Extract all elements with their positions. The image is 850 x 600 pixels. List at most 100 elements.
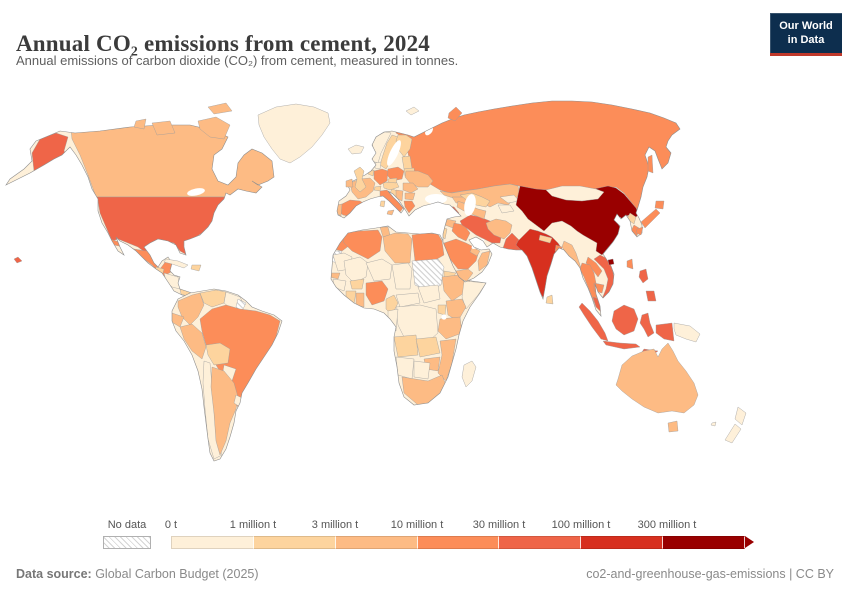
country-tajikistan[interactable] (497, 204, 515, 214)
country-czechia[interactable] (387, 177, 398, 184)
country-sudan[interactable] (411, 258, 445, 292)
country-united-kingdom[interactable] (353, 166, 367, 193)
country-greece[interactable] (403, 200, 416, 214)
country-peru[interactable] (179, 323, 207, 360)
country-victoria-island[interactable] (151, 120, 176, 136)
country-serbia[interactable] (395, 189, 404, 202)
country-sulawesi[interactable] (639, 312, 655, 338)
country-hawaii[interactable] (13, 256, 23, 264)
country-sardinia[interactable] (379, 200, 386, 208)
country-japan-hokkaido[interactable] (654, 200, 665, 210)
country-bulgaria[interactable] (404, 192, 416, 201)
country-cameroon[interactable] (385, 294, 399, 316)
legend-tick-6: 300 million t (637, 519, 697, 531)
country-hainan[interactable] (607, 258, 615, 266)
footer-slug[interactable]: co2-and-greenhouse-gas-emissions | CC BY (586, 567, 834, 581)
country-mozambique[interactable] (437, 338, 457, 382)
country-japan-honshu[interactable] (640, 208, 661, 229)
country-united-states[interactable] (94, 196, 231, 258)
country-argentina[interactable] (210, 366, 239, 456)
country-colombia[interactable] (177, 292, 205, 326)
country-chad[interactable] (391, 262, 413, 290)
country-uae[interactable] (469, 246, 481, 257)
country-honduras-nicaragua[interactable] (163, 272, 181, 290)
country-papua-new-guinea[interactable] (673, 322, 701, 343)
country-nigeria[interactable] (365, 280, 389, 306)
country-tasmania[interactable] (667, 420, 679, 433)
country-hispaniola[interactable] (190, 264, 202, 272)
country-cuba[interactable] (163, 258, 189, 269)
country-sakhalin[interactable] (647, 154, 654, 174)
country-mali[interactable] (343, 256, 369, 284)
country-zambia[interactable] (415, 336, 441, 358)
country-japan-kyushu[interactable] (635, 226, 644, 236)
country-sumatra[interactable] (578, 302, 609, 342)
country-angola[interactable] (393, 334, 419, 358)
country-banks-island[interactable] (133, 118, 147, 130)
country-sicily[interactable] (386, 209, 395, 216)
country-niger[interactable] (365, 258, 393, 282)
country-algeria[interactable] (341, 229, 383, 260)
legend-tick-3: 10 million t (390, 519, 444, 531)
country-afghanistan[interactable] (485, 218, 513, 240)
country-ghana[interactable] (355, 292, 365, 308)
country-philippines-luzon[interactable] (638, 268, 649, 284)
country-borneo[interactable] (611, 304, 639, 336)
legend-segment-2[interactable] (335, 536, 418, 549)
country-philippines-mindanao[interactable] (645, 290, 657, 302)
country-oman[interactable] (477, 250, 491, 272)
legend-segment-0[interactable] (171, 536, 254, 549)
owid-logo: Our World in Data (770, 13, 842, 56)
country-botswana[interactable] (413, 360, 431, 380)
country-taiwan[interactable] (626, 258, 634, 270)
legend-segment-3[interactable] (417, 536, 500, 549)
country-laos[interactable] (585, 256, 603, 278)
country-nepal[interactable] (538, 234, 553, 244)
legend-segment-5[interactable] (581, 536, 664, 549)
country-romania[interactable] (402, 182, 419, 194)
country-somalia[interactable] (461, 280, 486, 310)
country-australia[interactable] (615, 342, 699, 414)
country-greenland[interactable] (257, 103, 331, 164)
legend-segment-4[interactable] (499, 536, 582, 549)
country-north-korea[interactable] (626, 212, 637, 225)
country-svalbard[interactable] (405, 106, 420, 116)
country-germany[interactable] (373, 168, 389, 186)
country-senegal[interactable] (330, 272, 341, 280)
legend-segment-6[interactable] (663, 536, 746, 549)
legend-color-bar[interactable] (171, 536, 746, 549)
country-tanzania[interactable] (437, 316, 463, 340)
country-south-sudan[interactable] (417, 284, 441, 304)
black-sea (425, 194, 447, 204)
country-burkina-faso[interactable] (349, 278, 365, 290)
legend-tick-1: 1 million t (229, 519, 277, 531)
country-bolivia[interactable] (205, 342, 231, 366)
country-ireland[interactable] (345, 178, 354, 188)
country-pacific-islands[interactable] (710, 421, 717, 427)
country-gabon-congo[interactable] (387, 308, 399, 332)
legend-segment-1[interactable] (253, 536, 336, 549)
country-west-papua[interactable] (655, 322, 675, 342)
country-iceland[interactable] (347, 144, 365, 155)
country-java[interactable] (602, 340, 641, 350)
no-data-swatch[interactable] (103, 536, 151, 549)
country-central-african-republic[interactable] (395, 292, 421, 308)
country-new-zealand-south[interactable] (724, 423, 742, 444)
country-bangladesh[interactable] (554, 244, 563, 256)
coast-south-america (171, 288, 283, 462)
country-libya[interactable] (382, 232, 413, 264)
country-turkey[interactable] (419, 204, 460, 220)
coast-eurasia (336, 100, 681, 317)
country-mongolia[interactable] (545, 185, 605, 202)
country-new-zealand-north[interactable] (734, 406, 747, 426)
country-kenya[interactable] (445, 298, 467, 322)
country-baffin-island[interactable] (197, 116, 231, 140)
country-madagascar[interactable] (461, 360, 477, 388)
country-uganda[interactable] (437, 304, 447, 316)
country-baltic-states[interactable] (401, 155, 413, 170)
country-alaska[interactable] (0, 132, 79, 194)
country-ellesmere-island[interactable] (207, 102, 233, 115)
caspian-sea (464, 194, 476, 216)
country-novaya-zemlya[interactable] (447, 106, 463, 122)
country-sri-lanka[interactable] (545, 294, 554, 305)
